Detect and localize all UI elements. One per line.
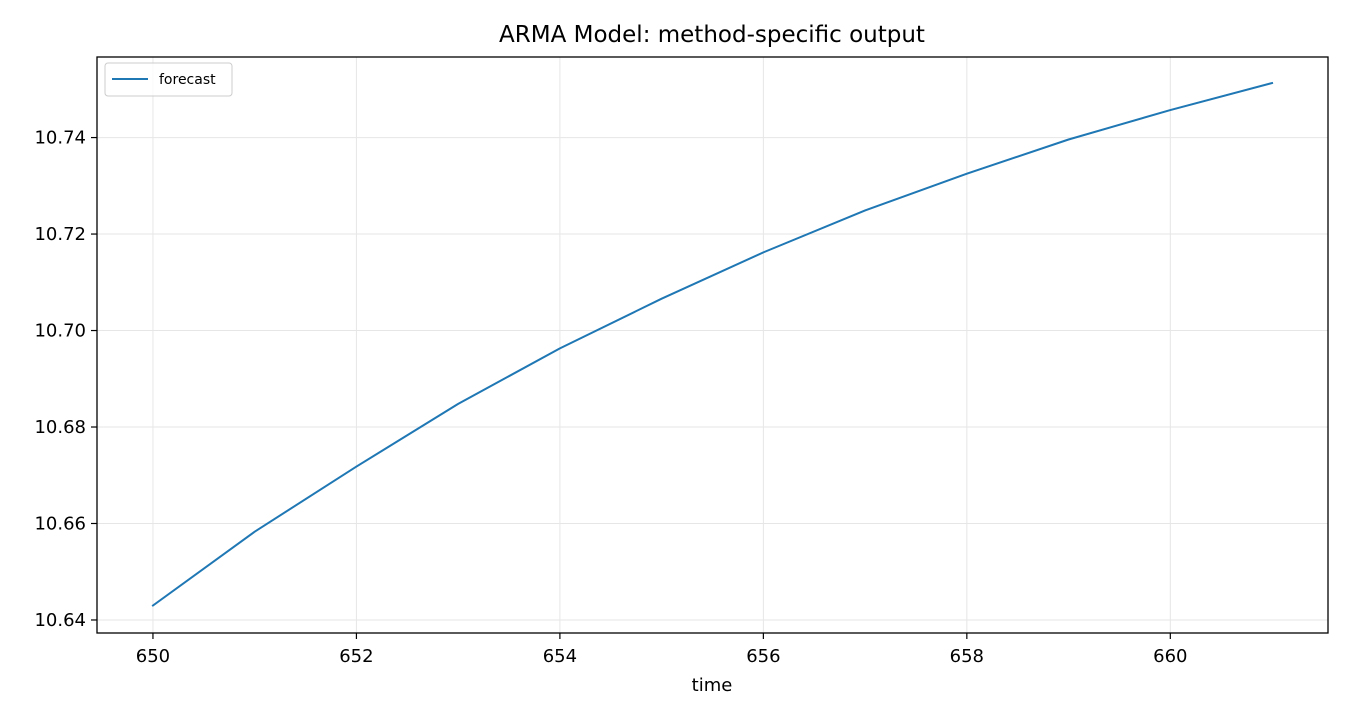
- x-axis-label: time: [692, 675, 733, 696]
- x-tick-label-660: 660: [1153, 646, 1187, 667]
- y-tick-label-10.72: 10.72: [34, 224, 86, 245]
- x-tick-label-652: 652: [339, 646, 373, 667]
- legend-box: [104, 62, 233, 97]
- series-line-forecast: [151, 81, 1274, 607]
- x-tick-label-656: 656: [746, 646, 780, 667]
- x-axis: 650 652 654 656 658 660: [136, 633, 1187, 667]
- y-axis: 10.64 10.66 10.68 10.70 10.72 10.74: [34, 128, 97, 631]
- series-layer: [151, 81, 1274, 607]
- y-tick-label-10.70: 10.70: [34, 321, 86, 342]
- y-tick-label-10.68: 10.68: [34, 417, 86, 438]
- y-tick-label-10.66: 10.66: [34, 513, 86, 534]
- grid-layer: [97, 57, 1328, 633]
- x-tick-label-650: 650: [136, 646, 170, 667]
- chart-title: ARMA Model: method-specific output: [499, 22, 925, 48]
- x-tick-label-658: 658: [950, 646, 984, 667]
- plot-frame: [96, 56, 1329, 634]
- legend-label-forecast: forecast: [159, 72, 216, 88]
- y-tick-label-10.64: 10.64: [34, 610, 86, 631]
- x-tick-label-654: 654: [543, 646, 577, 667]
- legend: forecast: [104, 62, 233, 97]
- y-tick-label-10.74: 10.74: [34, 128, 86, 149]
